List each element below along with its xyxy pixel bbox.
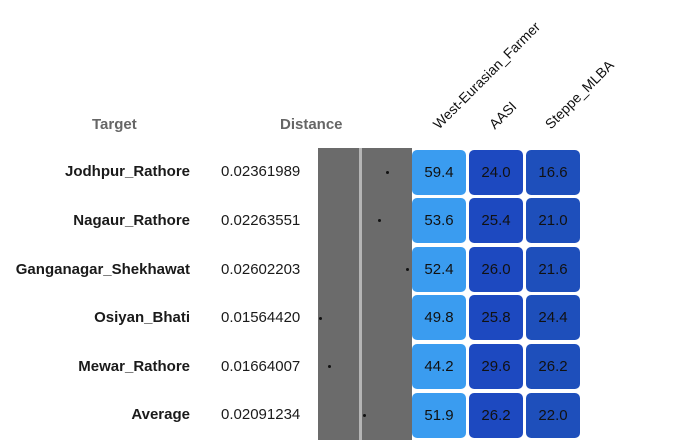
row-label: Mewar_Rathore (78, 357, 190, 375)
column-header-steppe-mlba: Steppe_MLBA (541, 56, 617, 132)
value-cell: 16.6 (526, 149, 580, 195)
column-header-aasi: AASI (485, 98, 520, 132)
value-cell: 26.2 (469, 392, 523, 438)
value-cell: 25.8 (469, 295, 523, 341)
distance-dot (319, 316, 323, 320)
value-cell: 44.2 (412, 343, 466, 389)
value-cell: 53.6 (412, 198, 466, 244)
distance-dot (377, 219, 381, 223)
row-label: Average (131, 406, 190, 424)
target-header: Target (92, 116, 137, 133)
value-cell: 24.4 (526, 295, 580, 341)
value-cell: 59.4 (412, 149, 466, 195)
row-distance: 0.02602203 (221, 260, 301, 278)
distance-dot (327, 365, 331, 369)
row-label: Nagaur_Rathore (73, 211, 190, 229)
value-cell: 26.0 (469, 246, 523, 292)
value-cell: 29.6 (469, 343, 523, 389)
distance-reference-line (359, 148, 362, 440)
distance-dot (405, 268, 409, 271)
value-cell: 26.2 (526, 343, 580, 389)
value-cell: 22.0 (526, 392, 580, 438)
value-cell: 51.9 (412, 392, 466, 438)
value-cell: 24.0 (469, 149, 523, 195)
value-cell: 52.4 (412, 246, 466, 292)
distance-dot (385, 170, 389, 174)
distance-panel (318, 148, 412, 440)
row-distance: 0.01564420 (221, 309, 301, 327)
row-distance: 0.01664007 (221, 357, 301, 375)
row-label: Osiyan_Bhati (94, 309, 190, 327)
value-cell: 21.6 (526, 246, 580, 292)
row-distance: 0.02361989 (221, 163, 301, 181)
row-label: Ganganagar_Shekhawat (15, 260, 190, 278)
value-cell: 25.4 (469, 198, 523, 244)
row-label: Jodhpur_Rathore (64, 163, 190, 181)
distance-dot (363, 413, 367, 417)
value-cell: 49.8 (412, 295, 466, 341)
value-cell: 21.0 (526, 198, 580, 244)
row-distance: 0.02263551 (221, 211, 301, 229)
distance-header: Distance (280, 116, 343, 133)
row-distance: 0.02091234 (221, 406, 301, 424)
column-header-west-eurasian-farmer: West-Eurasian_Farmer (429, 18, 544, 132)
